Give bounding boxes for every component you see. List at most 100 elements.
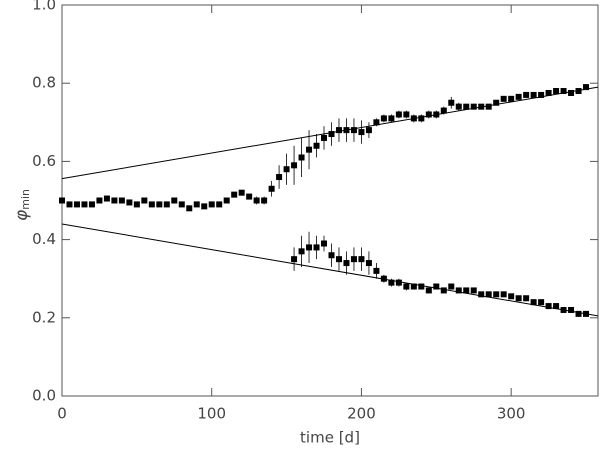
point xyxy=(470,103,477,110)
point xyxy=(418,115,425,122)
point xyxy=(216,201,223,208)
point xyxy=(306,146,313,153)
point xyxy=(493,99,500,106)
point xyxy=(545,89,552,96)
point xyxy=(455,103,462,110)
y-tick-label: 1.0 xyxy=(32,0,56,14)
point xyxy=(463,287,470,294)
point xyxy=(156,201,163,208)
point xyxy=(321,134,328,141)
fit-line xyxy=(61,223,599,317)
point xyxy=(358,129,365,136)
point xyxy=(328,252,335,259)
point xyxy=(515,93,522,100)
x-tick-label: 200 xyxy=(347,405,376,423)
point xyxy=(148,201,155,208)
point xyxy=(126,199,133,206)
point xyxy=(313,142,320,149)
point xyxy=(328,131,335,138)
y-tick-label: 0.0 xyxy=(32,387,56,405)
point xyxy=(163,201,170,208)
point xyxy=(530,299,537,306)
point xyxy=(418,283,425,290)
point xyxy=(583,84,590,91)
y-tick-label: 0.2 xyxy=(32,308,56,326)
point xyxy=(440,107,447,114)
point xyxy=(133,201,140,208)
point xyxy=(141,197,148,204)
point xyxy=(448,99,455,106)
point xyxy=(508,293,515,300)
point xyxy=(118,197,125,204)
point xyxy=(261,197,268,204)
point xyxy=(350,127,357,134)
point xyxy=(171,197,178,204)
point xyxy=(478,291,485,298)
point xyxy=(440,287,447,294)
point xyxy=(178,201,185,208)
point xyxy=(538,299,545,306)
fit-line xyxy=(61,86,599,180)
point xyxy=(268,185,275,192)
point xyxy=(500,291,507,298)
point xyxy=(410,283,417,290)
point xyxy=(186,205,193,212)
point xyxy=(253,197,260,204)
point xyxy=(425,111,432,118)
point xyxy=(291,256,298,263)
point xyxy=(365,127,372,134)
point xyxy=(246,193,253,200)
point xyxy=(66,201,73,208)
x-tick-label: 100 xyxy=(197,405,226,423)
point xyxy=(553,303,560,310)
point xyxy=(73,201,80,208)
point xyxy=(470,287,477,294)
point xyxy=(485,103,492,110)
point xyxy=(485,291,492,298)
point xyxy=(455,287,462,294)
y-tick-label: 0.4 xyxy=(32,230,56,248)
point xyxy=(508,95,515,102)
point xyxy=(500,95,507,102)
point xyxy=(403,111,410,118)
point xyxy=(358,256,365,263)
point xyxy=(298,248,305,255)
point xyxy=(350,256,357,263)
point xyxy=(231,191,238,198)
point xyxy=(298,154,305,161)
point xyxy=(96,197,103,204)
point xyxy=(291,162,298,169)
x-tick-label: 300 xyxy=(497,405,526,423)
point xyxy=(493,291,500,298)
point xyxy=(545,303,552,310)
point xyxy=(560,88,567,95)
point xyxy=(103,195,110,202)
point xyxy=(365,260,372,267)
point xyxy=(343,260,350,267)
point xyxy=(388,115,395,122)
point xyxy=(373,119,380,126)
point xyxy=(575,310,582,317)
point xyxy=(208,201,215,208)
point xyxy=(530,91,537,98)
point xyxy=(81,201,88,208)
point xyxy=(88,201,95,208)
point xyxy=(283,166,290,173)
point xyxy=(523,91,530,98)
point xyxy=(395,279,402,286)
x-axis-title: time [d] xyxy=(300,429,360,447)
point xyxy=(373,267,380,274)
point xyxy=(388,279,395,286)
point xyxy=(335,256,342,263)
point xyxy=(193,201,200,208)
x-tick-label: 0 xyxy=(57,405,67,423)
point xyxy=(433,283,440,290)
point xyxy=(306,244,313,251)
point xyxy=(538,91,545,98)
point xyxy=(553,88,560,95)
point xyxy=(575,88,582,95)
point xyxy=(111,197,118,204)
y-axis-title: φmin xyxy=(12,189,32,221)
